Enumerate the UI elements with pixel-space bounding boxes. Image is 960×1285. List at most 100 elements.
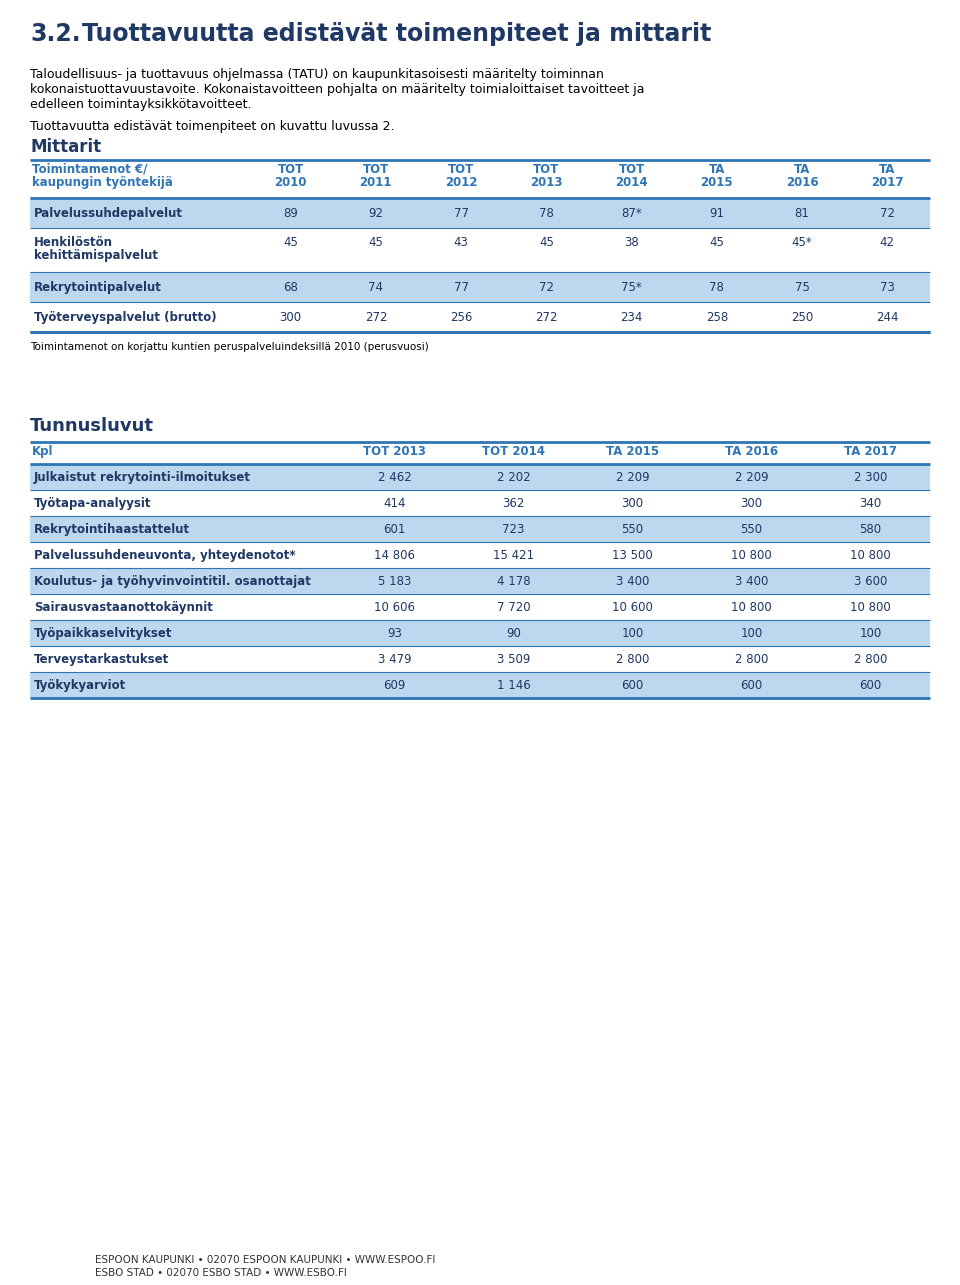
Text: 78: 78	[709, 281, 724, 294]
Text: 77: 77	[454, 207, 468, 220]
Text: Julkaistut rekrytointi-ilmoitukset: Julkaistut rekrytointi-ilmoitukset	[34, 472, 251, 484]
Text: 234: 234	[620, 311, 643, 324]
Text: Palvelussuhdepalvelut: Palvelussuhdepalvelut	[34, 207, 183, 220]
Text: TOT: TOT	[618, 163, 645, 176]
Bar	[30, 568, 930, 594]
Text: TOT: TOT	[277, 163, 303, 176]
Text: Rekrytointipalvelut: Rekrytointipalvelut	[34, 281, 162, 294]
Text: TA: TA	[708, 163, 725, 176]
Text: 38: 38	[624, 236, 639, 249]
Text: 72: 72	[880, 207, 895, 220]
Text: 100: 100	[859, 627, 881, 640]
Text: Sairausvastaanottokäynnit: Sairausvastaanottokäynnit	[34, 601, 213, 614]
Text: 609: 609	[383, 678, 406, 693]
Text: Taloudellisuus- ja tuottavuus ohjelmassa (TATU) on kaupunkitasoisesti määritelty: Taloudellisuus- ja tuottavuus ohjelmassa…	[30, 68, 604, 81]
Text: 68: 68	[283, 281, 298, 294]
Text: 300: 300	[621, 497, 643, 510]
Text: 14 806: 14 806	[374, 549, 415, 562]
Text: 81: 81	[795, 207, 809, 220]
Text: edelleen toimintayksikkötavoitteet.: edelleen toimintayksikkötavoitteet.	[30, 98, 252, 111]
Text: 89: 89	[283, 207, 298, 220]
Text: Koulutus- ja työhyvinvointitil. osanottajat: Koulutus- ja työhyvinvointitil. osanotta…	[34, 574, 311, 589]
Text: 2 800: 2 800	[734, 653, 768, 666]
Text: 72: 72	[539, 281, 554, 294]
Text: 250: 250	[791, 311, 813, 324]
Text: 75: 75	[795, 281, 809, 294]
Bar	[30, 198, 930, 227]
Text: 2014: 2014	[615, 176, 648, 189]
Text: Työtapa-analyysit: Työtapa-analyysit	[34, 497, 152, 510]
Text: 600: 600	[740, 678, 762, 693]
Text: 100: 100	[621, 627, 643, 640]
Text: 600: 600	[859, 678, 881, 693]
Text: 258: 258	[706, 311, 728, 324]
Text: 15 421: 15 421	[492, 549, 534, 562]
Text: 45: 45	[283, 236, 298, 249]
Text: 87*: 87*	[621, 207, 642, 220]
Text: 300: 300	[279, 311, 301, 324]
Text: TA: TA	[794, 163, 810, 176]
Text: 362: 362	[502, 497, 525, 510]
Text: Työterveyspalvelut (brutto): Työterveyspalvelut (brutto)	[34, 311, 217, 324]
Text: 256: 256	[450, 311, 472, 324]
Text: Työkykyarviot: Työkykyarviot	[34, 678, 127, 693]
Text: 10 600: 10 600	[612, 601, 653, 614]
Text: Työpaikkaselvitykset: Työpaikkaselvitykset	[34, 627, 173, 640]
Text: 43: 43	[454, 236, 468, 249]
Text: 3 509: 3 509	[497, 653, 530, 666]
Text: TOT 2013: TOT 2013	[363, 445, 426, 457]
Text: 723: 723	[502, 523, 525, 536]
Text: 2 800: 2 800	[615, 653, 649, 666]
Text: 3.2.: 3.2.	[30, 22, 81, 46]
Bar	[30, 517, 930, 542]
Text: kehittämispalvelut: kehittämispalvelut	[34, 249, 158, 262]
Text: 10 800: 10 800	[732, 549, 772, 562]
Text: 600: 600	[621, 678, 643, 693]
Bar	[30, 272, 930, 302]
Text: 2 462: 2 462	[377, 472, 412, 484]
Text: 10 800: 10 800	[851, 601, 891, 614]
Text: 93: 93	[387, 627, 402, 640]
Text: Toimintamenot €/: Toimintamenot €/	[32, 163, 148, 176]
Text: 4 178: 4 178	[496, 574, 530, 589]
Text: 3 479: 3 479	[377, 653, 411, 666]
Text: 78: 78	[539, 207, 554, 220]
Text: 74: 74	[369, 281, 383, 294]
Text: 272: 272	[365, 311, 387, 324]
Text: Terveystarkastukset: Terveystarkastukset	[34, 653, 169, 666]
Text: 2017: 2017	[871, 176, 903, 189]
Text: 45*: 45*	[792, 236, 812, 249]
Text: 45: 45	[709, 236, 724, 249]
Text: TA 2015: TA 2015	[606, 445, 660, 457]
Text: TOT 2014: TOT 2014	[482, 445, 545, 457]
Text: 2 202: 2 202	[496, 472, 530, 484]
Text: 3 400: 3 400	[615, 574, 649, 589]
Text: 77: 77	[454, 281, 468, 294]
Text: 601: 601	[383, 523, 406, 536]
Text: 1 146: 1 146	[496, 678, 530, 693]
Text: 45: 45	[369, 236, 383, 249]
Text: TOT: TOT	[363, 163, 389, 176]
Bar	[30, 464, 930, 490]
Text: 2 800: 2 800	[853, 653, 887, 666]
Text: Henkilöstön: Henkilöstön	[34, 236, 113, 249]
Text: 10 800: 10 800	[851, 549, 891, 562]
Text: 90: 90	[506, 627, 521, 640]
Text: 2015: 2015	[701, 176, 733, 189]
Text: 5 183: 5 183	[378, 574, 411, 589]
Text: 7 720: 7 720	[496, 601, 530, 614]
Bar	[30, 619, 930, 646]
Text: 91: 91	[709, 207, 725, 220]
Text: TA 2017: TA 2017	[844, 445, 897, 457]
Text: 2010: 2010	[275, 176, 307, 189]
Text: 13 500: 13 500	[612, 549, 653, 562]
Text: 2012: 2012	[444, 176, 477, 189]
Text: 73: 73	[880, 281, 895, 294]
Text: TOT: TOT	[533, 163, 560, 176]
Text: Rekrytointihaastattelut: Rekrytointihaastattelut	[34, 523, 190, 536]
Text: 340: 340	[859, 497, 881, 510]
Text: ESPOON KAUPUNKI • 02070 ESPOON KAUPUNKI • WWW.ESPOO.FI: ESPOON KAUPUNKI • 02070 ESPOON KAUPUNKI …	[95, 1255, 436, 1264]
Text: 10 606: 10 606	[374, 601, 415, 614]
Text: 10 800: 10 800	[732, 601, 772, 614]
Text: Tunnusluvut: Tunnusluvut	[30, 418, 154, 436]
